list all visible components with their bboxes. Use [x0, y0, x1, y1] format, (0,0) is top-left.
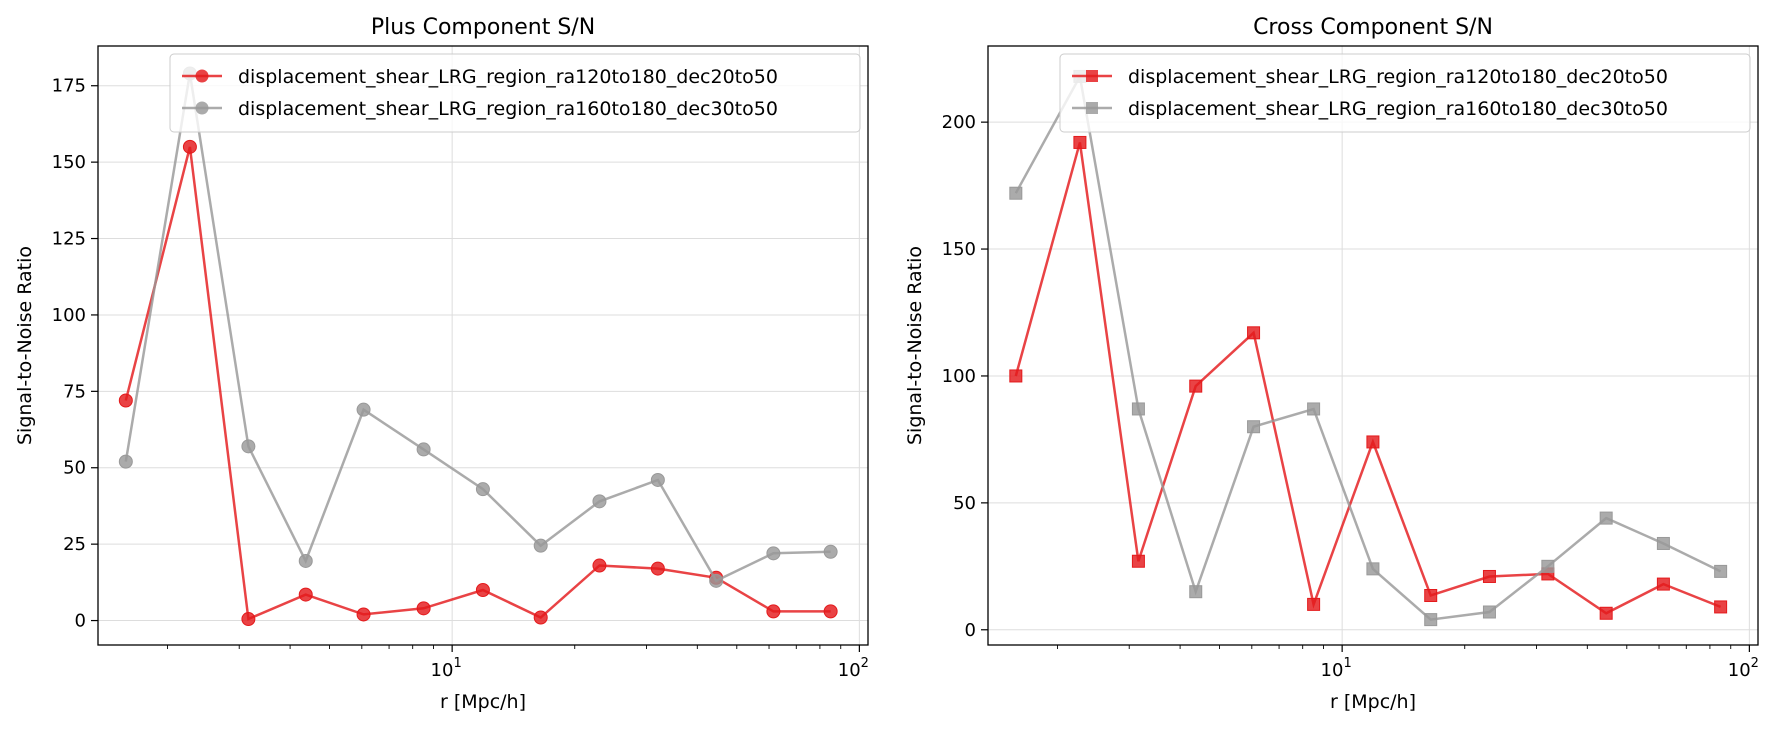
- y-axis-label: Signal-to-Noise Ratio: [14, 246, 36, 445]
- series-1-point: [416, 601, 431, 616]
- series-1-point: [475, 582, 490, 597]
- series-2-point: [1247, 420, 1261, 434]
- series-2-point: [650, 472, 665, 487]
- series-2-point: [356, 402, 371, 417]
- series-1-point: [650, 561, 665, 576]
- series-2-point: [475, 482, 490, 497]
- series-2-point: [592, 494, 607, 509]
- series-1-point: [1247, 326, 1261, 340]
- series-1-point: [766, 604, 781, 619]
- series-1-point: [241, 612, 256, 627]
- x-tick-label: 101: [431, 656, 462, 681]
- y-axis-label: Signal-to-Noise Ratio: [904, 246, 926, 445]
- plot-frame: [97, 45, 869, 646]
- y-tick-label: 75: [63, 381, 86, 402]
- series-2-point: [1714, 564, 1728, 578]
- series-1-point: [356, 607, 371, 622]
- legend: displacement_shear_LRG_region_ra120to180…: [1059, 53, 1751, 133]
- series-line-1: [1014, 142, 1722, 615]
- x-axis-label: r [Mpc/h]: [440, 691, 526, 713]
- legend-box: [1059, 53, 1751, 133]
- series-1-point: [182, 139, 197, 154]
- y-tick-label: 0: [965, 620, 976, 641]
- series-1-point: [1714, 600, 1728, 614]
- series-2-point: [118, 454, 133, 469]
- series-1-point: [1307, 597, 1321, 611]
- series-1-point: [1482, 569, 1496, 583]
- series-2-point: [241, 439, 256, 454]
- series-2-point: [1009, 186, 1023, 200]
- legend-marker-1: [195, 69, 209, 83]
- y-tick-label: 150: [942, 239, 976, 260]
- series-1-point: [118, 393, 133, 408]
- series-line-2: [1014, 72, 1722, 621]
- series-1-point: [1131, 554, 1145, 568]
- series-2-point: [1131, 402, 1145, 416]
- series-2-point: [298, 553, 313, 568]
- series-2-point: [1482, 605, 1496, 619]
- plot-frame: [987, 45, 1759, 646]
- series-1-point: [1073, 135, 1087, 149]
- series-line-1: [124, 146, 831, 621]
- series-1-point: [1599, 606, 1613, 620]
- chart-title: Cross Component S/N: [1253, 15, 1493, 40]
- legend-label-2: displacement_shear_LRG_region_ra160to180…: [238, 98, 778, 120]
- y-tick-label: 0: [75, 611, 86, 632]
- y-tick-label: 50: [63, 458, 86, 479]
- y-tick-label: 150: [52, 152, 86, 173]
- x-tick-label: 102: [838, 656, 869, 681]
- series-2-point: [1307, 402, 1321, 416]
- series-1-point: [1656, 577, 1670, 591]
- legend-marker-2: [1086, 102, 1098, 114]
- y-tick-label: 125: [52, 229, 86, 250]
- series-line-2: [124, 73, 831, 583]
- legend-label-1: displacement_shear_LRG_region_ra120to180…: [1128, 66, 1668, 88]
- series-1-point: [1009, 369, 1023, 383]
- legend-label-2: displacement_shear_LRG_region_ra160to180…: [1128, 98, 1668, 120]
- series-2-point: [1599, 511, 1613, 525]
- y-tick-label: 175: [52, 76, 86, 97]
- series-2-point: [1541, 559, 1555, 573]
- chart-panel-1: 0 25 50 75 100 125 150 175 101 102 Plus Component …: [14, 15, 869, 713]
- legend-marker-2: [195, 101, 209, 115]
- x-tick-label: 101: [1321, 656, 1352, 681]
- series-2-point: [766, 546, 781, 561]
- series-2-point: [1424, 613, 1438, 627]
- series-1-point: [1189, 379, 1203, 393]
- chart-title: Plus Component S/N: [371, 15, 595, 40]
- legend-label-1: displacement_shear_LRG_region_ra120to180…: [238, 66, 778, 88]
- x-axis-label: r [Mpc/h]: [1330, 691, 1416, 713]
- series-2-point: [1366, 562, 1380, 576]
- legend-box: [169, 53, 861, 133]
- chart-panel-2: 0 50 100 150 200 101 102 Cross Component S/N r […: [904, 15, 1759, 713]
- y-tick-label: 100: [942, 366, 976, 387]
- legend: displacement_shear_LRG_region_ra120to180…: [169, 53, 861, 133]
- series-1-point: [1366, 435, 1380, 449]
- series-2-point: [1189, 585, 1203, 599]
- series-2-point: [416, 442, 431, 457]
- series-2-point: [1656, 536, 1670, 550]
- series-2-point: [533, 538, 548, 553]
- y-tick-label: 50: [953, 493, 976, 514]
- y-tick-label: 100: [52, 305, 86, 326]
- series-2-point: [823, 544, 838, 559]
- y-tick-label: 200: [942, 112, 976, 133]
- series-1-point: [298, 587, 313, 602]
- series-1-point: [592, 558, 607, 573]
- x-tick-label: 102: [1728, 656, 1759, 681]
- series-1-point: [533, 610, 548, 625]
- series-1-point: [823, 604, 838, 619]
- series-1-point: [1424, 589, 1438, 603]
- legend-marker-1: [1086, 70, 1098, 82]
- y-tick-label: 25: [63, 534, 86, 555]
- series-2-point: [709, 573, 724, 588]
